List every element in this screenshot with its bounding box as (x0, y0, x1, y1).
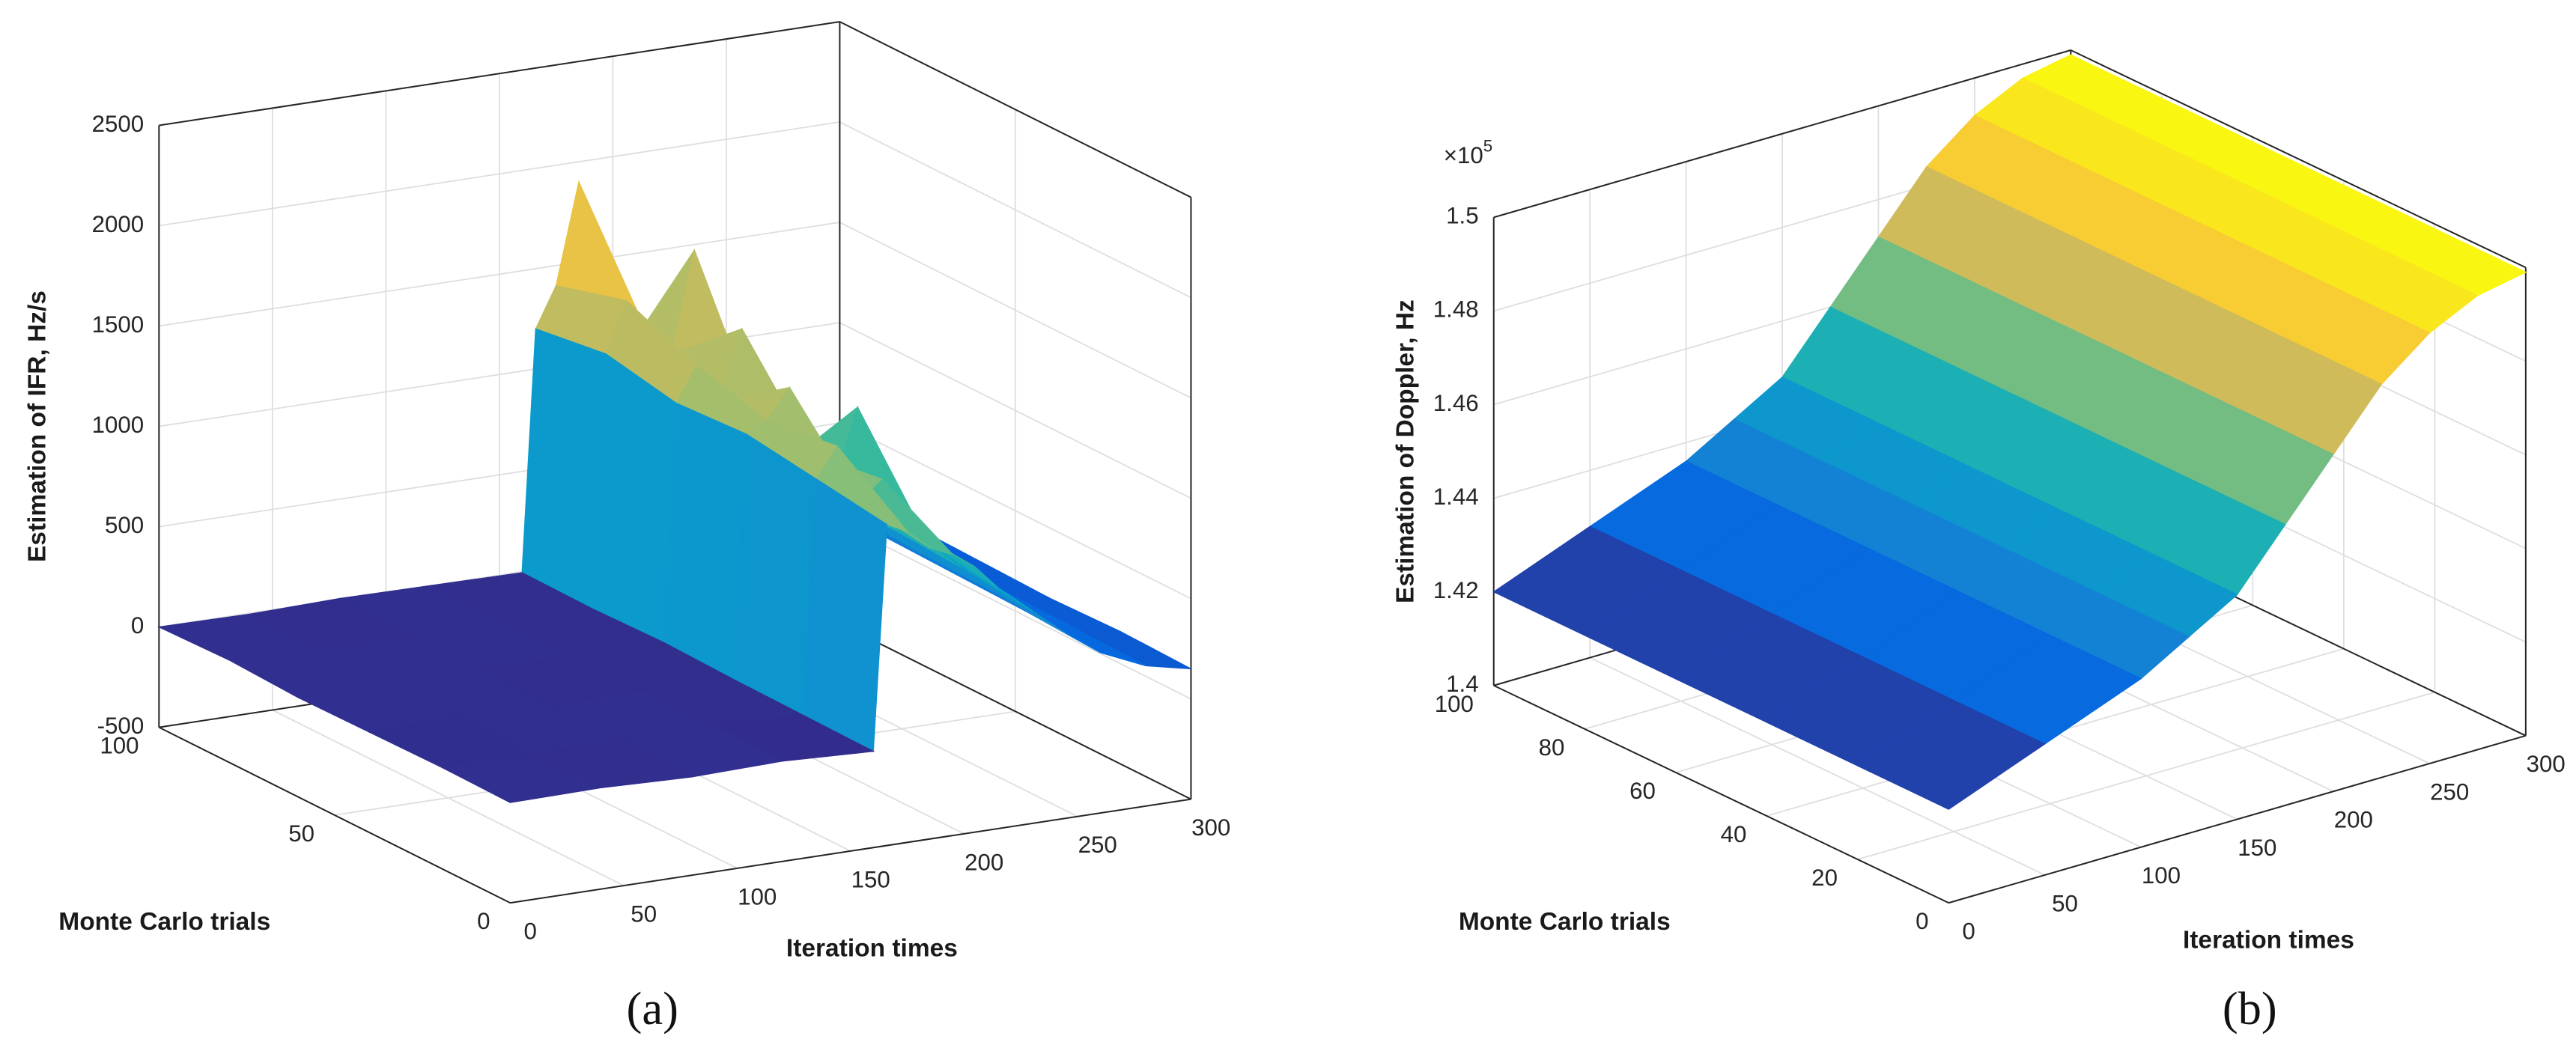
z-tick-label: 1.42 (1433, 577, 1479, 603)
z-tick-label: 1.46 (1433, 390, 1479, 416)
x-axis-label: Iteration times (2183, 926, 2354, 954)
surface-patch (732, 433, 818, 716)
z-tick-label: 1.44 (1433, 484, 1479, 510)
y-tick-label: 60 (1629, 778, 1656, 804)
z-tick-label: 1000 (92, 412, 145, 438)
x-tick-label: 150 (2238, 835, 2276, 861)
z-scale-base: ×10 (1444, 142, 1483, 168)
x-tick-label: 250 (1078, 832, 1117, 858)
x-tick-label: 0 (1962, 918, 1975, 945)
x-tick-label: 50 (2052, 890, 2078, 916)
z-axis-label: Estimation of IFR, Hz/s (23, 290, 51, 562)
x-tick-label: 300 (1191, 814, 1230, 841)
y-tick-label: 40 (1721, 821, 1747, 847)
z-tick-label: 1.48 (1433, 296, 1479, 323)
surface-chart: 1.4 1.42 1.44 1.46 1.48 1.5 0 20 40 60 80 100 0 50 100… (1391, 49, 2566, 1035)
box-edge (839, 21, 1191, 198)
x-tick-label: 0 (523, 918, 536, 945)
z-tick-label: 0 (131, 612, 144, 639)
y-tick-label: 50 (288, 820, 315, 847)
y-tick-label: 80 (1539, 734, 1565, 761)
surface-patch (662, 402, 747, 680)
surface-patch (802, 478, 888, 752)
x-tick-label: 100 (738, 883, 777, 910)
axis-line (1948, 734, 2527, 904)
grid-line (1589, 656, 2046, 876)
box-edge (159, 21, 840, 127)
y-tick-label: 100 (1435, 691, 1474, 717)
x-tick-label: 250 (2430, 779, 2469, 805)
panel-label: (b) (2223, 982, 2277, 1035)
surface-chart: -500050010001500200025000501000501001502… (23, 21, 1230, 1035)
z-tick-label: 1500 (92, 311, 145, 338)
y-axis-label: Monte Carlo trials (58, 908, 270, 936)
y-tick-label: 0 (1916, 908, 1928, 934)
axis-line (158, 726, 511, 904)
x-tick-label: 200 (965, 849, 1003, 875)
surface-patch (438, 754, 603, 803)
y-axis-label: Monte Carlo trials (1459, 908, 1671, 936)
z-scale-exponent: 5 (1483, 136, 1492, 155)
z-tick-label: 1.4 (1446, 671, 1478, 697)
surface-patch (1856, 699, 2047, 810)
x-tick-label: 50 (631, 901, 657, 927)
x-tick-label: 150 (851, 866, 890, 892)
x-axis-label: Iteration times (786, 935, 958, 963)
z-tick-label: 2000 (92, 211, 145, 237)
z-tick-label: 500 (105, 512, 144, 538)
box-edge (1493, 49, 2071, 219)
z-tick-label: 1.5 (1446, 203, 1478, 229)
x-tick-label: 300 (2527, 751, 2566, 777)
grid-line (1857, 691, 2435, 860)
y-tick-label: 20 (1811, 865, 1838, 891)
z-axis-label: Estimation of Doppler, Hz (1391, 299, 1419, 603)
x-tick-label: 100 (2142, 862, 2181, 889)
surface-patch (592, 353, 677, 643)
y-tick-label: 0 (477, 908, 490, 934)
z-scale-label: ×105 (1444, 136, 1492, 168)
z-tick-label: 2500 (92, 111, 145, 137)
z-tick-label: -500 (97, 713, 145, 739)
x-tick-label: 200 (2334, 807, 2373, 833)
box-edge (839, 623, 1191, 800)
axis-line (1493, 684, 1949, 904)
y-tick-label: 100 (100, 733, 139, 759)
box-edge (2070, 49, 2527, 269)
surface-patch (891, 528, 997, 594)
surface-patch (521, 328, 607, 610)
axis-line (510, 798, 1191, 904)
panel-label: (a) (627, 982, 678, 1035)
